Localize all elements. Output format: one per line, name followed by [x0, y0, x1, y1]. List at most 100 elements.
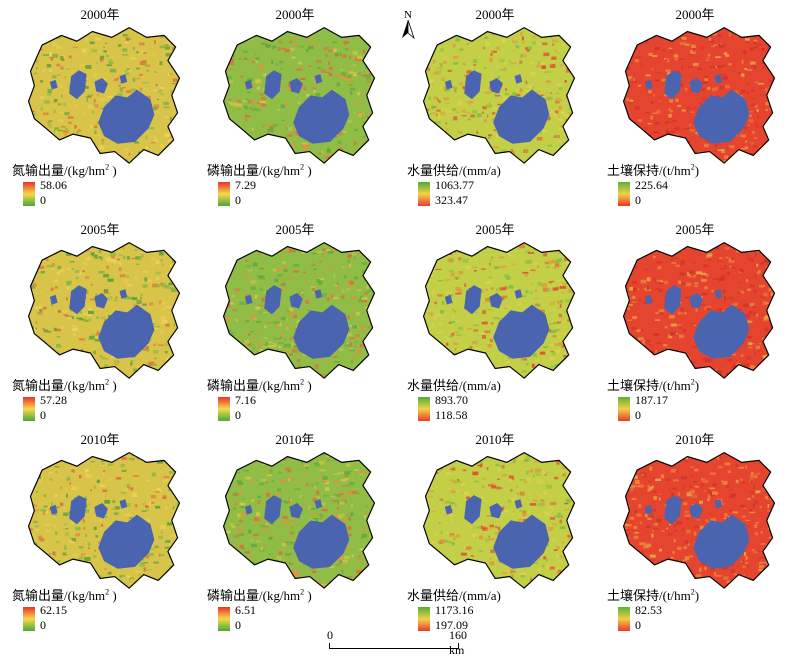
legend-title: 土壤保持/(t/hm2) [607, 160, 699, 179]
pond-water-body [69, 285, 87, 315]
legend-min-value: 0 [635, 618, 641, 632]
north-arrow: N [399, 8, 417, 40]
pond-water-body [444, 294, 453, 305]
pond-water-body [119, 74, 128, 84]
legend-min-value: 0 [40, 618, 46, 632]
region-map [622, 27, 776, 164]
north-arrow-left-icon [402, 20, 408, 38]
pond-water-body [689, 293, 703, 309]
region-map [422, 27, 576, 164]
legend-title-suffix: ) [694, 378, 700, 393]
legend-title: 氮输出量/(kg/hm2 ) [12, 375, 117, 394]
legend-color-ramp [418, 607, 430, 631]
pond-water-body [94, 293, 108, 309]
region-boundary [422, 452, 576, 589]
lake-water-body [493, 89, 550, 144]
map-panel-nitrogen: 2010年 氮输出量/(kg/hm2 ) 62.15 0 [0, 425, 200, 637]
legend-color-ramp [23, 607, 35, 631]
panel-year: 2000年 [275, 7, 315, 22]
legend-title-text: 磷输出量/(kg/hm [207, 163, 301, 178]
scale-bar-end-label: 160 km [449, 628, 467, 657]
pond-water-body [444, 504, 453, 515]
legend-color-ramp [618, 182, 630, 206]
pond-water-body [689, 503, 703, 519]
legend-title-text: 水量供给/(mm/a) [407, 588, 501, 603]
legend-title-text: 土壤保持/(t/hm [607, 163, 691, 178]
pond-water-body [514, 74, 523, 84]
region-boundary [422, 27, 576, 164]
pond-water-body [644, 79, 653, 90]
pond-water-body [244, 504, 253, 515]
pond-water-body [514, 499, 523, 509]
map-panel-phosphorus: 2005年 磷输出量/(kg/hm2 ) 7.16 0 [195, 215, 395, 427]
pond-water-body [444, 79, 453, 90]
legend-title-superscript: 2 [300, 587, 305, 597]
legend-min-value: 323.47 [435, 193, 468, 207]
legend-title-suffix: ) [109, 588, 117, 603]
map-panel-water: 2005年 水量供给/(mm/a) 893.70 118.58 [395, 215, 595, 427]
legend-title-superscript: 2 [690, 162, 695, 172]
region-boundary [27, 452, 181, 589]
legend-max-value: 58.06 [40, 178, 67, 192]
legend-title-text: 磷输出量/(kg/hm [207, 588, 301, 603]
legend-title-superscript: 2 [300, 377, 305, 387]
pond-water-body [664, 495, 682, 525]
region-boundary [27, 242, 181, 379]
pond-water-body [69, 70, 87, 100]
legend-title: 土壤保持/(t/hm2) [607, 585, 699, 604]
legend-min-value: 118.58 [435, 408, 468, 422]
legend-min-value: 0 [235, 618, 241, 632]
pond-water-body [119, 289, 128, 299]
region-map [222, 27, 376, 164]
panel-year: 2010年 [675, 432, 715, 447]
pond-water-body [464, 285, 482, 315]
legend-title: 磷输出量/(kg/hm2 ) [207, 585, 312, 604]
pond-water-body [289, 78, 303, 94]
pond-water-body [244, 294, 253, 305]
panel-year: 2010年 [475, 432, 515, 447]
legend-min-value: 0 [235, 193, 241, 207]
legend-min-value: 0 [40, 408, 46, 422]
pond-water-body [264, 285, 282, 315]
legend-color-ramp [618, 607, 630, 631]
legend-title: 氮输出量/(kg/hm2 ) [12, 585, 117, 604]
panel-year: 2010年 [80, 432, 120, 447]
legend-max-value: 6.51 [235, 603, 256, 617]
pond-water-body [664, 70, 682, 100]
panel-year: 2005年 [675, 222, 715, 237]
pond-water-body [244, 79, 253, 90]
scale-bar-start-tick [329, 643, 330, 649]
region-map [27, 452, 181, 589]
legend-title-text: 土壤保持/(t/hm [607, 588, 691, 603]
legend-title-superscript: 2 [300, 162, 305, 172]
region-boundary [622, 452, 776, 589]
region-boundary [222, 27, 376, 164]
legend-color-ramp [218, 182, 230, 206]
region-map [222, 242, 376, 379]
pond-water-body [489, 503, 503, 519]
legend-title-text: 氮输出量/(kg/hm [12, 378, 106, 393]
pond-water-body [94, 78, 108, 94]
legend-title-suffix: ) [304, 378, 312, 393]
legend-min-value: 197.09 [435, 618, 468, 632]
map-panel-soil: 2005年 土壤保持/(t/hm2) 187.17 0 [595, 215, 795, 427]
pond-water-body [714, 289, 723, 299]
region-map [27, 27, 181, 164]
region-fill [223, 27, 375, 164]
north-label: N [404, 9, 412, 21]
lake-water-body [98, 514, 155, 569]
legend-color-ramp [218, 607, 230, 631]
scale-bar-start-label: 0 [327, 628, 333, 642]
map-panel-soil: 2000年 土壤保持/(t/hm2) 225.64 0 [595, 0, 795, 212]
lake-water-body [98, 89, 155, 144]
pond-water-body [314, 289, 323, 299]
pond-water-body [314, 499, 323, 509]
panel-year: 2005年 [275, 222, 315, 237]
lake-water-body [293, 514, 350, 569]
pond-water-body [264, 70, 282, 100]
pond-water-body [49, 79, 58, 90]
legend-title-text: 水量供给/(mm/a) [407, 378, 501, 393]
pond-water-body [464, 70, 482, 100]
legend-color-ramp [418, 182, 430, 206]
region-boundary [422, 242, 576, 379]
